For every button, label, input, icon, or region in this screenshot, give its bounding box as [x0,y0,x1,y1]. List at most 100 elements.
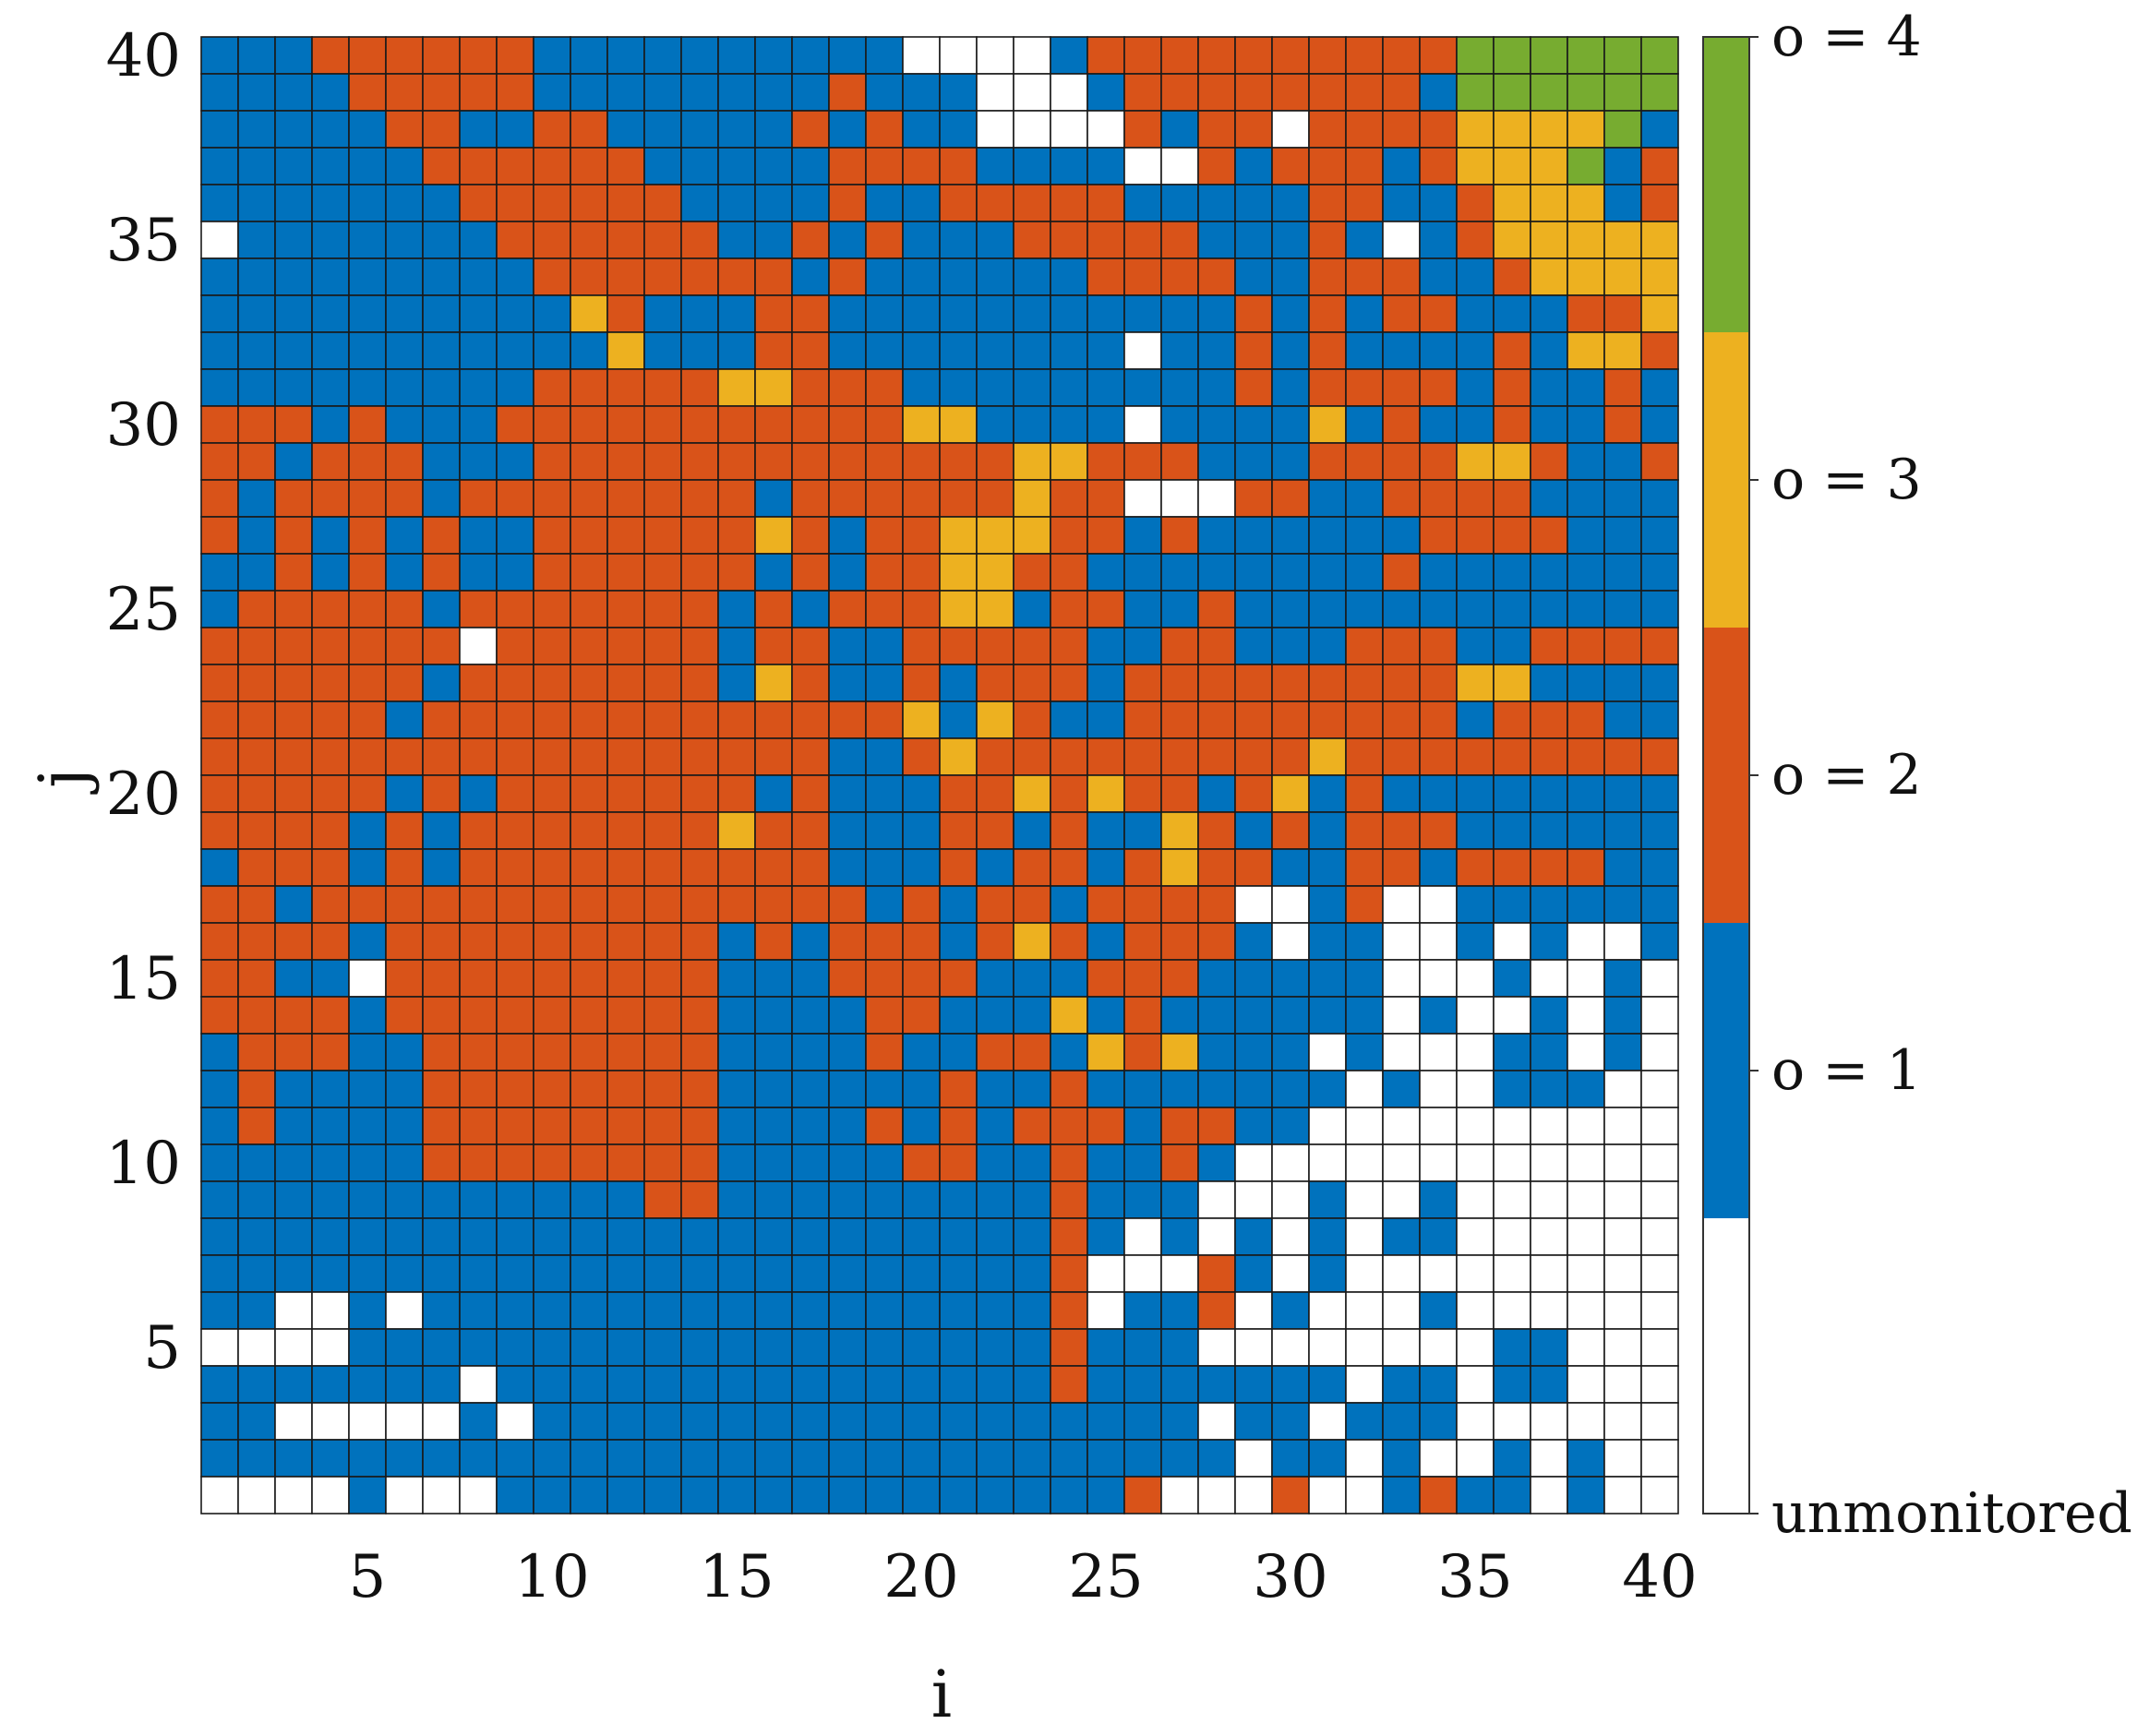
cell-i39-j30 [1603,405,1642,444]
cell-i1-j25 [200,590,239,629]
cell-i22-j33 [976,294,1014,333]
cell-i33-j35 [1382,221,1421,259]
cell-i13-j39 [643,73,682,112]
cell-i12-j10 [606,1143,645,1182]
cell-i18-j18 [828,848,867,887]
cell-i1-j23 [200,664,239,702]
cell-i16-j22 [754,700,793,739]
cell-i9-j9 [496,1180,534,1219]
cell-i3-j30 [274,405,313,444]
cell-i20-j24 [902,627,941,665]
cell-i19-j12 [865,1070,904,1108]
cell-i4-j27 [311,516,350,555]
cell-i8-j38 [459,110,498,149]
cell-i14-j10 [680,1143,719,1182]
cell-i36-j39 [1493,73,1531,112]
cell-i26-j17 [1123,885,1162,924]
cell-i17-j15 [791,959,830,998]
cell-i6-j13 [385,1033,424,1072]
cell-i34-j12 [1419,1070,1458,1108]
cell-i12-j34 [606,257,645,296]
cell-i35-j34 [1456,257,1495,296]
cell-i14-j22 [680,700,719,739]
cell-i26-j30 [1123,405,1162,444]
y-tick-label-25: 25 [106,576,181,644]
cell-i9-j22 [496,700,534,739]
cell-i24-j8 [1050,1217,1088,1256]
cell-i11-j4 [570,1365,608,1404]
cell-i30-j28 [1271,479,1310,518]
cell-i9-j2 [496,1439,534,1478]
cell-i3-j27 [274,516,313,555]
cell-i16-j2 [754,1439,793,1478]
cell-i16-j18 [754,848,793,887]
cell-i22-j23 [976,664,1014,702]
cell-i12-j18 [606,848,645,887]
cell-i19-j30 [865,405,904,444]
cell-i22-j4 [976,1365,1014,1404]
cell-i32-j32 [1345,331,1384,370]
cell-i39-j5 [1603,1328,1642,1367]
cell-i6-j36 [385,184,424,222]
cell-i10-j22 [533,700,571,739]
cell-i37-j19 [1530,811,1568,850]
cell-i29-j17 [1234,885,1273,924]
cell-i38-j3 [1567,1402,1605,1441]
cell-i19-j17 [865,885,904,924]
cell-i4-j23 [311,664,350,702]
cell-i38-j13 [1567,1033,1605,1072]
cell-i17-j38 [791,110,830,149]
cell-i12-j6 [606,1291,645,1330]
cell-i12-j4 [606,1365,645,1404]
cell-i11-j14 [570,996,608,1035]
cell-i36-j26 [1493,553,1531,592]
cell-i36-j36 [1493,184,1531,222]
cell-i20-j39 [902,73,941,112]
cell-i11-j19 [570,811,608,850]
cell-i11-j38 [570,110,608,149]
cell-i4-j15 [311,959,350,998]
cell-i4-j4 [311,1365,350,1404]
cell-i38-j20 [1567,774,1605,813]
cell-i13-j16 [643,922,682,961]
cell-i24-j29 [1050,442,1088,481]
cell-i29-j28 [1234,479,1273,518]
cell-i39-j24 [1603,627,1642,665]
cell-i20-j18 [902,848,941,887]
cell-i38-j35 [1567,221,1605,259]
cell-i6-j33 [385,294,424,333]
cell-i8-j12 [459,1070,498,1108]
cell-i2-j17 [237,885,276,924]
cell-i9-j15 [496,959,534,998]
cell-i28-j39 [1197,73,1236,112]
cell-i4-j31 [311,368,350,407]
cell-i33-j31 [1382,368,1421,407]
cell-i19-j8 [865,1217,904,1256]
cell-i15-j19 [717,811,756,850]
cell-i10-j21 [533,737,571,776]
cell-i3-j5 [274,1328,313,1367]
cell-i25-j1 [1087,1476,1125,1515]
cell-i36-j25 [1493,590,1531,629]
cell-i38-j17 [1567,885,1605,924]
cell-i19-j4 [865,1365,904,1404]
cell-i9-j6 [496,1291,534,1330]
cell-i38-j6 [1567,1291,1605,1330]
cell-i38-j39 [1567,73,1605,112]
x-tick-label-40: 40 [1622,1543,1697,1611]
cell-i37-j32 [1530,331,1568,370]
cell-i9-j5 [496,1328,534,1367]
cell-i12-j37 [606,147,645,186]
cell-i6-j3 [385,1402,424,1441]
cell-i25-j15 [1087,959,1125,998]
cell-i1-j30 [200,405,239,444]
cell-i21-j8 [939,1217,978,1256]
cell-i27-j10 [1160,1143,1199,1182]
cell-i39-j25 [1603,590,1642,629]
cell-i26-j11 [1123,1107,1162,1145]
cell-i8-j14 [459,996,498,1035]
cell-i3-j21 [274,737,313,776]
cell-i11-j29 [570,442,608,481]
cell-i37-j21 [1530,737,1568,776]
cell-i7-j7 [422,1254,461,1293]
